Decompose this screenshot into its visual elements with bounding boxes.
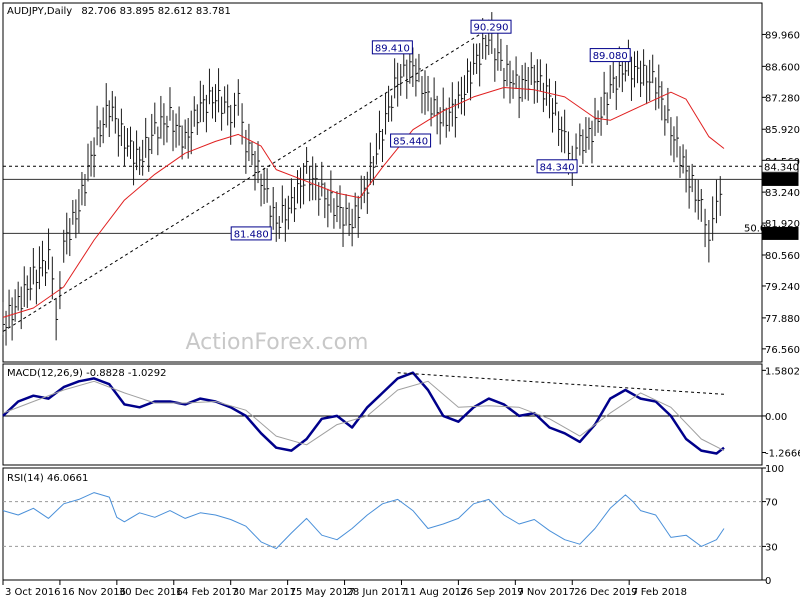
price-tag-label: 84.340 — [764, 162, 799, 173]
annotation-box — [230, 226, 272, 241]
annotation-label: 90.290 — [474, 23, 509, 34]
price-bars — [2, 12, 723, 346]
y-tick-label: 88.600 — [765, 62, 800, 73]
annotation-box — [371, 40, 413, 55]
y-tick-label: 76.560 — [765, 345, 800, 356]
ohlc-values: 82.706 83.895 82.612 83.781 — [81, 6, 231, 17]
y-tick-label: -1.2666 — [765, 448, 800, 459]
y-tick-label: 100 — [765, 464, 784, 475]
annotation-label: 81.480 — [234, 229, 269, 240]
macd-panel-frame — [2, 363, 763, 466]
y-tick-label: 77.880 — [765, 314, 800, 325]
y-tick-label: 83.240 — [765, 188, 800, 199]
price-annotation: 89.410 — [371, 40, 413, 55]
y-tick-label: 81.920 — [765, 219, 800, 230]
x-tick-label: 26 Sep 2017 — [460, 587, 523, 598]
y-tick-label: 79.240 — [765, 282, 800, 293]
price-layer: 90.290 89.410 89.080 85.440 84.340 81.480 50.0 — [2, 12, 766, 346]
x-tick-label: 9 Nov 2017 — [517, 587, 575, 598]
x-tick-label: 11 Aug 2017 — [403, 587, 467, 598]
macd-line — [2, 371, 725, 455]
fib-label: 50.0 — [744, 223, 766, 234]
rsi-panel-frame — [2, 467, 763, 581]
rsi-line — [2, 492, 725, 550]
price-tag-box — [761, 172, 799, 186]
y-tick-label: 80.560 — [765, 251, 800, 262]
y-tick-label: 30 — [765, 542, 778, 553]
x-tick-label: 15 May 2017 — [290, 587, 355, 598]
x-tick-label: 3 Oct 2016 — [5, 587, 60, 598]
macd-layer — [2, 371, 762, 455]
y-tick-label: 1.5802 — [765, 366, 800, 377]
annotation-box — [536, 159, 578, 174]
x-tick-label: 30 Mar 2017 — [233, 587, 296, 598]
rsi-layer — [2, 492, 762, 550]
price-tag: 83.781 — [761, 172, 799, 186]
price-panel-frame — [2, 2, 763, 363]
annotation-label: 84.340 — [540, 162, 575, 173]
price-annotation: 84.340 — [536, 159, 578, 174]
x-tick-label: 14 Feb 2017 — [176, 587, 238, 598]
price-tag-box — [761, 159, 799, 173]
price-annotation: 90.290 — [470, 19, 512, 34]
signal-line — [2, 380, 725, 452]
price-tag: 81.480 — [761, 226, 799, 240]
y-tick-label: 70 — [765, 498, 778, 509]
y-tick-label: 0.00 — [765, 412, 787, 423]
price-annotation: 89.080 — [589, 48, 631, 63]
annotation-box — [589, 48, 631, 63]
y-tick-label: 87.280 — [765, 93, 800, 104]
symbol-label: AUDJPY,Daily — [7, 6, 72, 17]
x-tick-label: 9 Feb 2018 — [631, 587, 687, 598]
annotation-box — [390, 133, 432, 148]
axis-layer: 89.96088.60087.28085.92084.56083.24081.9… — [2, 30, 800, 598]
price-tag-box — [761, 226, 799, 240]
annotation-label: 89.080 — [593, 51, 628, 62]
annotation-label: 89.410 — [375, 43, 410, 54]
y-tick-label: 85.920 — [765, 125, 800, 136]
annotation-box — [470, 19, 512, 34]
chart-title: AUDJPY,Daily 82.706 83.895 82.612 83.781 — [7, 6, 231, 17]
x-tick-label: 26 Dec 2017 — [574, 587, 638, 598]
rsi-title: RSI(14) 46.0661 — [7, 473, 88, 484]
moving-average-line — [2, 87, 725, 318]
annotation-label: 85.440 — [393, 136, 428, 147]
macd-title: MACD(12,26,9) -0.8828 -1.0292 — [7, 368, 167, 379]
price-annotation: 85.440 — [390, 133, 432, 148]
trendline — [2, 28, 490, 332]
y-tick-label: 89.960 — [765, 30, 800, 41]
trendline — [397, 372, 725, 395]
price-tag-label: 83.781 — [764, 175, 799, 186]
y-tick-label: 0 — [765, 576, 771, 587]
x-tick-label: 16 Nov 2016 — [62, 587, 126, 598]
watermark: ActionForex.com — [186, 330, 369, 355]
x-tick-label: 28 Jun 2017 — [347, 587, 407, 598]
price-tag: 84.340 — [761, 159, 799, 173]
price-tag-label: 81.480 — [764, 229, 799, 240]
price-annotation: 81.480 — [230, 226, 272, 241]
x-tick-label: 30 Dec 2016 — [119, 587, 183, 598]
